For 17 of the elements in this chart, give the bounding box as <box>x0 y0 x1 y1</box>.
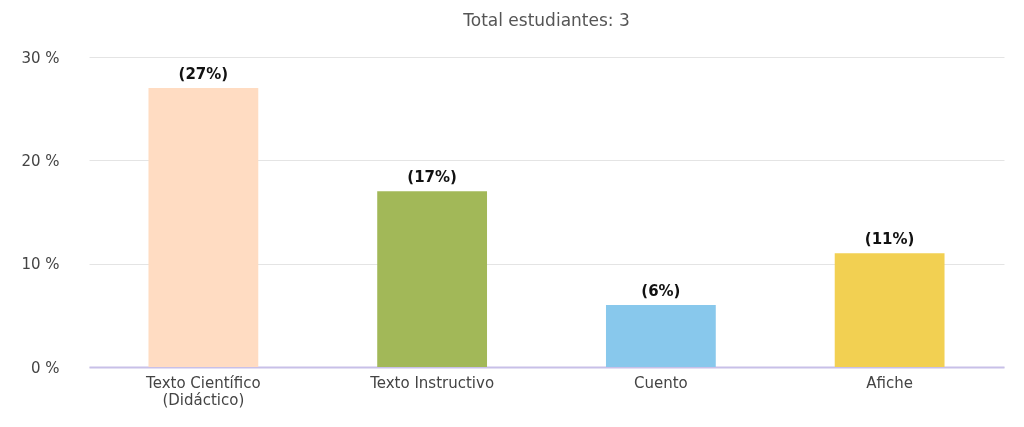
x-tick-label: Texto Científico (Didáctico) <box>145 373 261 409</box>
x-tick-label: Cuento <box>633 373 688 392</box>
y-tick-label: 30 % <box>21 48 60 67</box>
chart-title: Total estudiantes: 3 <box>462 10 630 30</box>
data-label: (6%) <box>641 282 681 300</box>
y-tick-label: 20 % <box>21 151 60 170</box>
data-label: (27%) <box>178 65 229 83</box>
bar <box>834 253 945 367</box>
y-tick-label: 10 % <box>21 255 60 274</box>
x-tick-label: Texto Instructivo <box>369 373 495 392</box>
data-label: (11%) <box>864 230 915 249</box>
x-tick-label: Afiche <box>866 373 913 392</box>
bar <box>377 191 488 367</box>
bar <box>605 305 716 367</box>
y-tick-label: 0 % <box>30 358 60 377</box>
data-label: (17%) <box>407 168 457 187</box>
bar <box>148 88 259 367</box>
